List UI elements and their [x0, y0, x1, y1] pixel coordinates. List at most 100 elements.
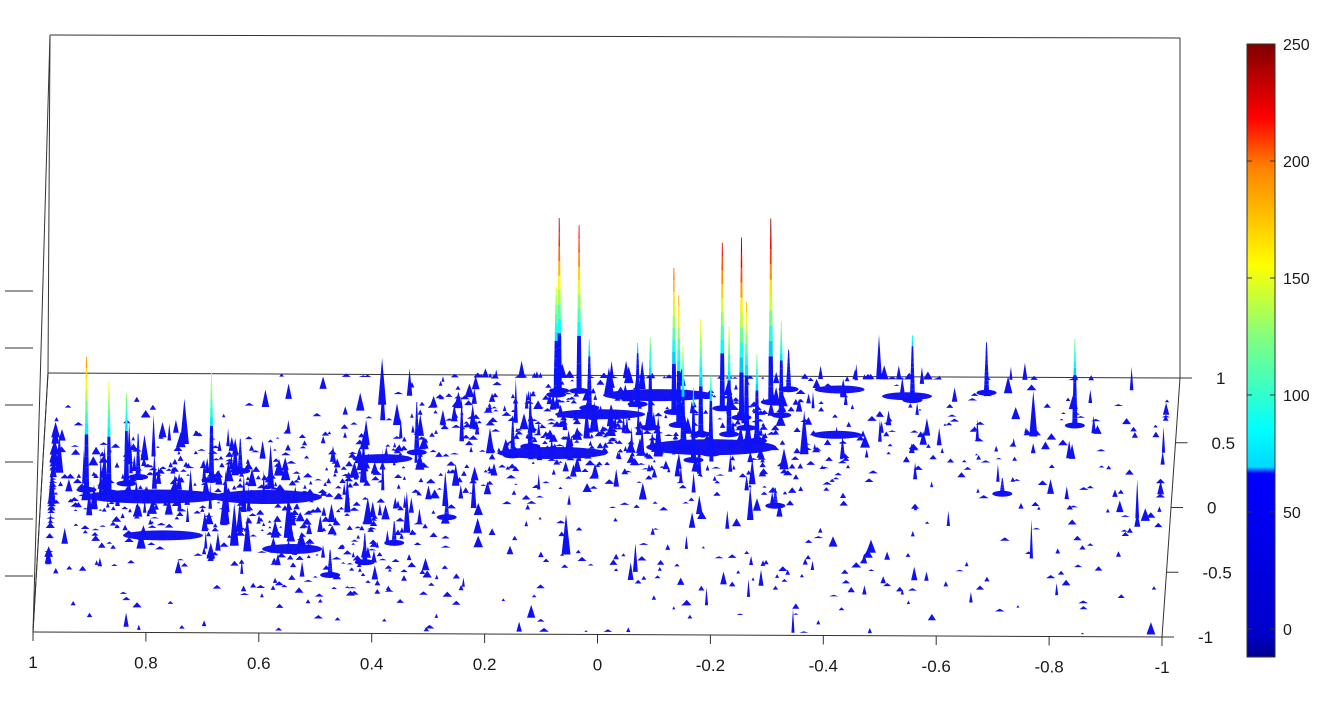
surface-bump	[458, 484, 464, 499]
surface-bump	[492, 392, 499, 398]
surface-bump	[524, 392, 529, 409]
surface-bump	[1067, 519, 1077, 525]
surface-bump	[842, 456, 850, 461]
peak-segment	[239, 438, 241, 442]
peak-segment	[787, 366, 791, 370]
peak-segment	[445, 500, 448, 503]
peak-segment	[125, 408, 128, 416]
surface-bump	[793, 474, 799, 480]
surface-bump	[896, 365, 902, 380]
peak-segment	[676, 381, 681, 393]
surface-bump	[370, 517, 377, 521]
surface-bump	[994, 445, 999, 452]
surface-bump	[717, 417, 723, 420]
surface-bump	[546, 418, 556, 421]
surface-bump	[678, 484, 687, 489]
surface-bump	[572, 410, 578, 416]
peak-segment	[1001, 479, 1004, 481]
peak-segment	[739, 357, 744, 373]
surface-bump	[672, 606, 676, 610]
surface-bump	[1057, 570, 1065, 575]
peak-segment	[727, 353, 731, 363]
peak-segment	[710, 381, 712, 388]
surface-bump	[247, 468, 257, 487]
surface-bump	[558, 461, 563, 463]
surface-bump	[720, 571, 727, 585]
surface-bump	[531, 594, 537, 598]
peak-base	[230, 468, 251, 474]
surface-bump	[275, 603, 284, 608]
surface-bump	[406, 554, 412, 561]
surface-bump	[672, 440, 680, 444]
surface-bump	[172, 458, 178, 465]
surface-bump	[851, 432, 860, 438]
surface-bump	[393, 391, 404, 395]
surface-bump	[747, 486, 754, 520]
peak-segment	[682, 363, 684, 372]
surface-bump	[285, 444, 291, 451]
surface-bump	[688, 512, 696, 528]
surface-bump	[837, 460, 847, 464]
surface-bump	[460, 395, 470, 400]
peak-segment	[676, 403, 682, 415]
surface-peak	[320, 549, 341, 579]
peak-segment	[769, 264, 772, 280]
surface-bump	[867, 627, 872, 634]
surface-bump	[773, 372, 780, 384]
surface-bump	[1055, 583, 1059, 596]
peak-segment	[209, 443, 214, 453]
surface-bump	[851, 562, 862, 568]
peak-segment	[554, 358, 559, 368]
peak-segment	[414, 435, 419, 440]
surface-bump	[188, 485, 193, 490]
peak-segment	[328, 560, 332, 563]
surface-bump	[589, 472, 599, 479]
surface-bump	[169, 479, 178, 485]
surface-bump	[746, 470, 752, 475]
peak-segment	[691, 436, 696, 442]
surface-bump	[483, 408, 493, 413]
surface-bump	[762, 491, 766, 495]
surface-bump	[88, 456, 99, 466]
surface-bump	[69, 497, 79, 501]
surface-bump	[783, 470, 793, 476]
peak-segment	[363, 538, 366, 541]
peak-segment	[587, 373, 591, 380]
surface-bump	[441, 565, 448, 569]
surface-bump	[58, 428, 66, 441]
surface-bump	[793, 613, 799, 615]
surface-bump	[218, 455, 224, 460]
peak-segment	[739, 327, 744, 343]
surface-bump	[880, 365, 889, 380]
peak-segment	[444, 512, 449, 514]
surface-bump	[471, 375, 480, 390]
surface-bump	[1152, 431, 1160, 438]
surface-bump	[581, 468, 589, 472]
surface-bump	[370, 511, 377, 518]
surface-bump	[823, 487, 830, 491]
peak-segment	[557, 333, 562, 348]
surface-bump	[570, 379, 575, 382]
surface-bump	[344, 586, 351, 588]
surface-bump	[143, 463, 153, 468]
surface-bump	[64, 404, 72, 408]
peak-segment	[364, 533, 366, 536]
surface-bump	[356, 392, 365, 411]
peak-segment	[558, 218, 560, 233]
surface-bump	[102, 475, 107, 490]
surface-peak	[116, 393, 137, 487]
peak-segment	[588, 339, 590, 346]
peak-segment	[239, 441, 241, 444]
surface-bump	[401, 466, 406, 469]
surface-bump	[345, 460, 353, 467]
surface-bump	[926, 443, 931, 448]
peak-segment	[511, 429, 515, 433]
peak-segment	[392, 537, 397, 540]
peak-segment	[719, 380, 725, 395]
surface-bump	[137, 624, 141, 630]
surface-bump	[662, 460, 670, 470]
peak-segment	[647, 412, 653, 420]
peak-base	[690, 431, 711, 438]
surface-bump	[417, 444, 427, 450]
